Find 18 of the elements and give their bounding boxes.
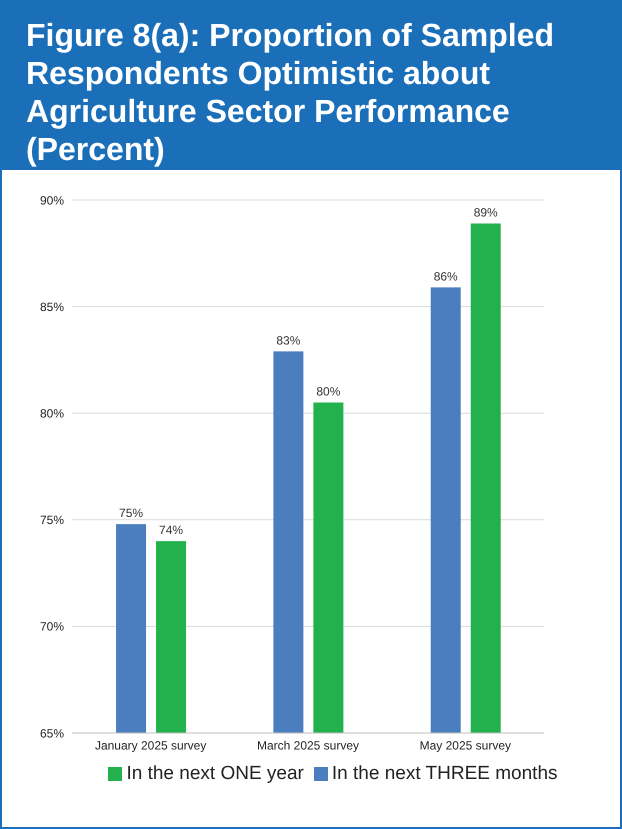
data-label: 80% bbox=[316, 384, 341, 399]
y-tick-label: 70% bbox=[40, 620, 64, 634]
data-label: 74% bbox=[159, 523, 184, 538]
data-label: 75% bbox=[119, 506, 144, 520]
y-tick-label: 80% bbox=[40, 406, 64, 420]
x-tick-label: January 2025 survey bbox=[94, 738, 206, 753]
legend-label: In the next THREE months bbox=[332, 763, 558, 784]
data-label: 83% bbox=[276, 333, 301, 348]
data-label: 86% bbox=[434, 269, 458, 284]
y-tick-label: 85% bbox=[40, 300, 64, 314]
x-tick-label: May 2025 survey bbox=[420, 738, 512, 753]
y-tick-label: 75% bbox=[40, 513, 64, 528]
x-tick-label: March 2025 survey bbox=[256, 738, 360, 753]
legend-label: In the next ONE year bbox=[126, 763, 304, 784]
y-tick-label: 90% bbox=[40, 193, 64, 208]
data-label: 89% bbox=[474, 205, 498, 220]
y-tick-label: 65% bbox=[40, 726, 64, 740]
chart-title: Figure 8(a): Proportion of Sampled Respondents Optimistic about Agriculture Sector Performance (Percent) bbox=[2, 2, 620, 170]
